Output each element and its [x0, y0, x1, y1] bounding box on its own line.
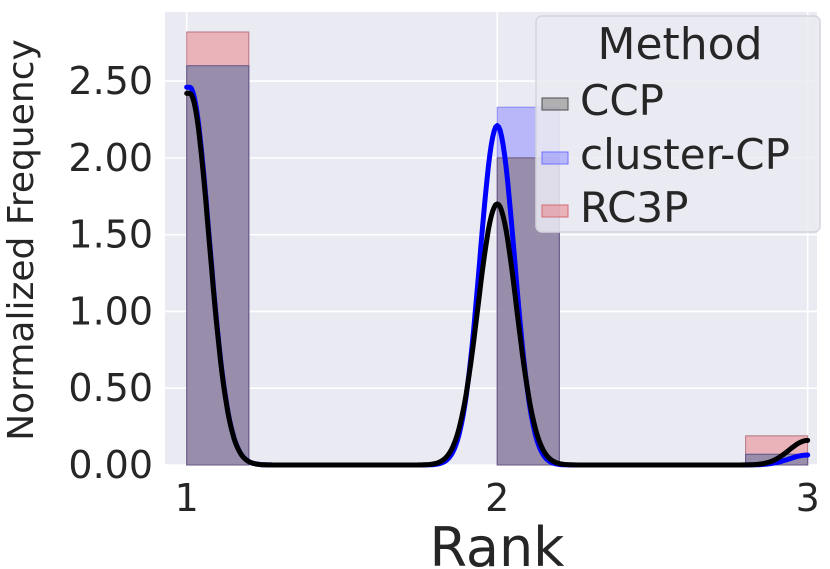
legend-swatch-rc3p — [541, 204, 569, 218]
y-tick-label-2: 1.00 — [68, 289, 153, 333]
y-tick-label-1: 0.50 — [68, 366, 153, 410]
legend-box — [535, 15, 821, 233]
x-axis-label: Rank — [430, 516, 566, 569]
y-tick-label-5: 2.50 — [68, 59, 153, 103]
legend-label-cluster-cp: cluster-CP — [580, 130, 790, 179]
bar-layer — [186, 31, 809, 466]
legend: Method CCP cluster-CP RC3P — [535, 15, 821, 233]
legend-entry-ccp: CCP — [541, 76, 664, 125]
x-tick-label-2: 3 — [796, 476, 820, 520]
legend-swatch-ccp — [541, 97, 569, 111]
x-tick-label-0: 1 — [175, 476, 199, 520]
tick-layer: 0.00 0.50 1.00 1.50 2.00 2.50 1 2 3 — [68, 59, 819, 520]
kde-curve-ccp — [184, 90, 811, 468]
legend-title: Method — [597, 19, 762, 70]
legend-entry-rc3p: RC3P — [541, 183, 688, 232]
y-tick-label-3: 1.50 — [68, 213, 153, 257]
x-tick-label-1: 2 — [485, 476, 509, 520]
legend-entry-cluster-cp: cluster-CP — [541, 130, 790, 179]
y-tick-label-4: 2.00 — [68, 136, 153, 180]
legend-label-rc3p: RC3P — [580, 183, 688, 232]
legend-swatch-cluster-cp — [541, 151, 569, 165]
kde-layer — [184, 84, 811, 468]
y-axis-label: Normalized Frequency — [1, 39, 42, 441]
legend-label-ccp: CCP — [580, 76, 664, 125]
y-tick-label-0: 0.00 — [68, 443, 153, 487]
